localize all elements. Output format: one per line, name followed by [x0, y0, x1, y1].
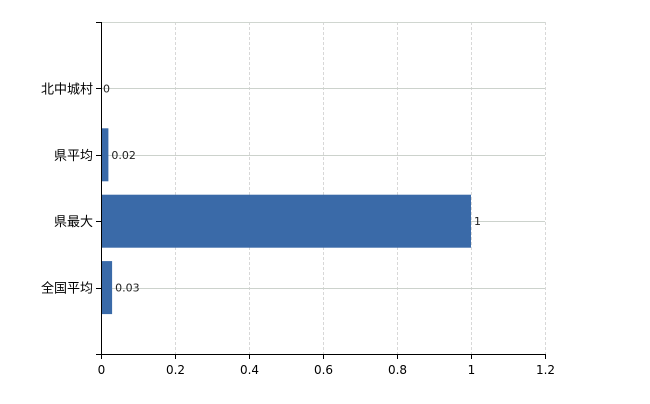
x-tick-label: 0.6	[314, 363, 333, 377]
x-tick-label: 0.8	[388, 363, 407, 377]
x-tick-label: 0.4	[240, 363, 259, 377]
category-label: 全国平均	[41, 281, 93, 297]
category-label: 県最大	[54, 215, 93, 230]
data-label: 0	[103, 82, 110, 95]
category-label: 県平均	[54, 149, 93, 164]
bar	[101, 194, 471, 248]
bar	[101, 128, 109, 182]
x-tick-label: 0	[98, 363, 106, 377]
data-label: 0.02	[111, 149, 135, 162]
data-label: 0.03	[115, 282, 140, 295]
category-label: 北中城村	[41, 82, 93, 97]
x-tick-label: 1.2	[536, 363, 555, 377]
x-tick-label: 0.2	[166, 363, 185, 377]
bar	[101, 261, 113, 315]
data-label: 1	[474, 215, 481, 228]
x-tick-label: 1	[468, 363, 476, 377]
